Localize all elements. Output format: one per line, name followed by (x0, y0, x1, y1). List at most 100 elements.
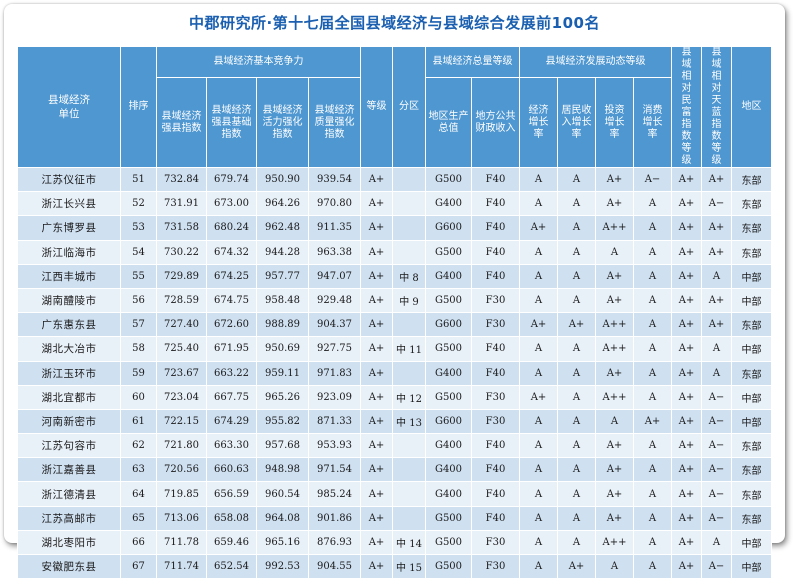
cell-region: 中部 (731, 287, 772, 314)
cell-strong-index: 729.89 (156, 263, 207, 289)
cell-gdp: G500 (425, 166, 472, 193)
cell-gdp: G400 (425, 433, 472, 459)
cell-region: 中部 (731, 263, 772, 289)
cell-invest-growth: A+ (595, 433, 634, 459)
cell-grade: A+ (360, 336, 393, 362)
cell-region: 中部 (731, 336, 772, 362)
cell-sky: A− (701, 457, 732, 483)
cell-unit: 浙江临海市 (17, 239, 121, 265)
cell-consume-growth: A (633, 215, 672, 241)
cell-revenue: F40 (471, 360, 520, 386)
cell-sky: A (701, 336, 732, 362)
cell-division: 中 9 (392, 287, 426, 314)
cell-revenue: F30 (471, 384, 520, 410)
cell-strong-index: 719.85 (156, 481, 207, 507)
cell-grade: A+ (360, 239, 393, 265)
cell-revenue: F40 (471, 336, 520, 362)
cell-grade: A+ (360, 191, 393, 217)
cell-rank: 60 (120, 384, 157, 410)
col-grade: 等级 (360, 46, 393, 168)
col-vitality-index: 县域经济活力强化指数 (256, 77, 309, 168)
cell-econ-growth: A (519, 553, 558, 579)
cell-income-growth: A (557, 166, 596, 193)
group-basic: 县域经济基本竞争力 (156, 45, 361, 79)
cell-vitality-index: 964.08 (256, 505, 309, 531)
cell-consume-growth: A (633, 481, 672, 507)
table-row: 江西丰城市 55 729.89 674.25 957.77 947.07 A+ 中 8 G400… (17, 263, 772, 289)
cell-sky: A− (701, 384, 732, 410)
cell-strong-index: 711.78 (156, 529, 207, 556)
table-row: 广东惠东县 57 727.40 672.60 988.89 904.37 A+ G600 F30… (17, 312, 772, 338)
cell-invest-growth: A (595, 239, 634, 265)
cell-foundation-index: 671.95 (206, 336, 257, 362)
cell-consume-growth: A (633, 191, 672, 217)
cell-strong-index: 728.59 (156, 287, 207, 314)
cell-sky: A− (701, 481, 732, 507)
cell-sky: A− (701, 408, 732, 435)
cell-invest-growth: A+ (595, 360, 634, 386)
cell-strong-index: 721.80 (156, 433, 207, 459)
cell-econ-growth: A (519, 505, 558, 531)
col-strong-index: 县域经济强县指数 (156, 77, 207, 168)
cell-vitality-index: 964.26 (256, 191, 309, 217)
cell-revenue: F40 (471, 215, 520, 241)
page-title: 中郡研究所·第十七届全国县域经济与县域综合发展前100名 (188, 14, 600, 32)
cell-strong-index: 731.58 (156, 215, 207, 241)
table-row: 河南新密市 61 722.15 674.29 955.82 871.33 A+ 中 13 G60… (17, 408, 772, 435)
cell-econ-growth: A+ (519, 312, 558, 338)
cell-income-growth: A (557, 287, 596, 314)
cell-wealth: A+ (671, 408, 702, 435)
group-total: 县域经济总量等级 (425, 45, 520, 79)
table-card: 中郡研究所·第十七届全国县域经济与县域综合发展前100名 县域经济单位 排序 (4, 4, 785, 579)
cell-quality-index: 923.09 (308, 384, 361, 410)
col-region: 地区 (731, 46, 772, 168)
cell-grade: A+ (360, 481, 393, 507)
cell-grade: A+ (360, 553, 393, 579)
cell-income-growth: A (557, 384, 596, 410)
cell-econ-growth: A (519, 166, 558, 193)
cell-vitality-index: 957.77 (256, 263, 309, 289)
cell-invest-growth: A+ (595, 191, 634, 217)
cell-rank: 61 (120, 408, 157, 435)
cell-wealth: A+ (671, 191, 702, 217)
cell-division (392, 215, 426, 241)
cell-vitality-index: 957.68 (256, 433, 309, 459)
cell-sky: A− (701, 191, 732, 217)
cell-vitality-index: 988.89 (256, 312, 309, 338)
cell-region: 东部 (731, 433, 772, 459)
col-econ-growth: 经济增长率 (519, 77, 558, 168)
cell-sky: A+ (701, 287, 732, 314)
cell-econ-growth: A (519, 287, 558, 314)
cell-vitality-index: 960.54 (256, 481, 309, 507)
cell-grade: A+ (360, 457, 393, 483)
cell-foundation-index: 652.54 (206, 553, 257, 579)
cell-econ-growth: A+ (519, 384, 558, 410)
cell-consume-growth: A (633, 529, 672, 556)
cell-quality-index: 927.75 (308, 336, 361, 362)
cell-quality-index: 971.83 (308, 360, 361, 386)
cell-sky: A+ (701, 312, 732, 338)
cell-sky: A− (701, 433, 732, 459)
col-quality-index: 县域经济质量强化指数 (308, 77, 361, 168)
cell-rank: 56 (120, 287, 157, 314)
cell-revenue: F30 (471, 553, 520, 579)
cell-gdp: G600 (425, 215, 472, 241)
cell-foundation-index: 674.75 (206, 287, 257, 314)
col-revenue: 地方公共财政收入 (471, 77, 520, 168)
cell-sky: A (701, 360, 732, 386)
cell-rank: 51 (120, 166, 157, 193)
cell-wealth: A+ (671, 360, 702, 386)
cell-vitality-index: 944.28 (256, 239, 309, 265)
cell-sky: A+ (701, 239, 732, 265)
col-foundation-index: 县域经济强县基础指数 (206, 77, 257, 168)
cell-sky: A− (701, 553, 732, 579)
cell-sky: A (701, 529, 732, 556)
cell-unit: 湖北大冶市 (17, 336, 121, 362)
cell-quality-index: 876.93 (308, 529, 361, 556)
cell-grade: A+ (360, 263, 393, 289)
cell-consume-growth: A+ (633, 408, 672, 435)
cell-quality-index: 963.38 (308, 239, 361, 265)
cell-gdp: G500 (425, 287, 472, 314)
cell-invest-growth: A+ (595, 263, 634, 289)
cell-grade: A+ (360, 215, 393, 241)
